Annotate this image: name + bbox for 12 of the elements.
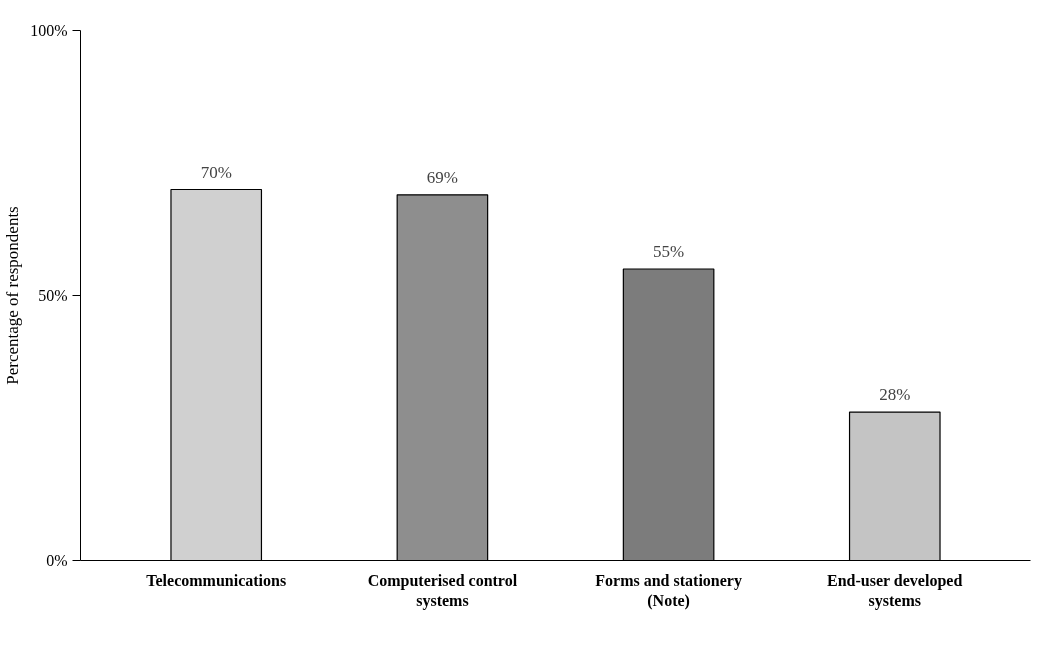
y-tick-label: 0% (46, 552, 68, 569)
data-label: 28% (879, 385, 911, 405)
data-label: 70% (200, 162, 232, 182)
y-axis-title: Percentage of respondents (3, 206, 23, 385)
y-tick-label: 50% (38, 287, 68, 304)
data-label: 55% (653, 242, 685, 261)
data-label: 69% (426, 167, 458, 187)
x-tick-label: Telecommunications (146, 571, 287, 589)
x-tick-label: Computerised control systems (367, 571, 518, 610)
x-tick-label: End-user developed systems (827, 571, 963, 610)
x-tick-label: Forms and stationery (Note) (595, 571, 742, 610)
y-tick-label: 100% (30, 22, 68, 39)
